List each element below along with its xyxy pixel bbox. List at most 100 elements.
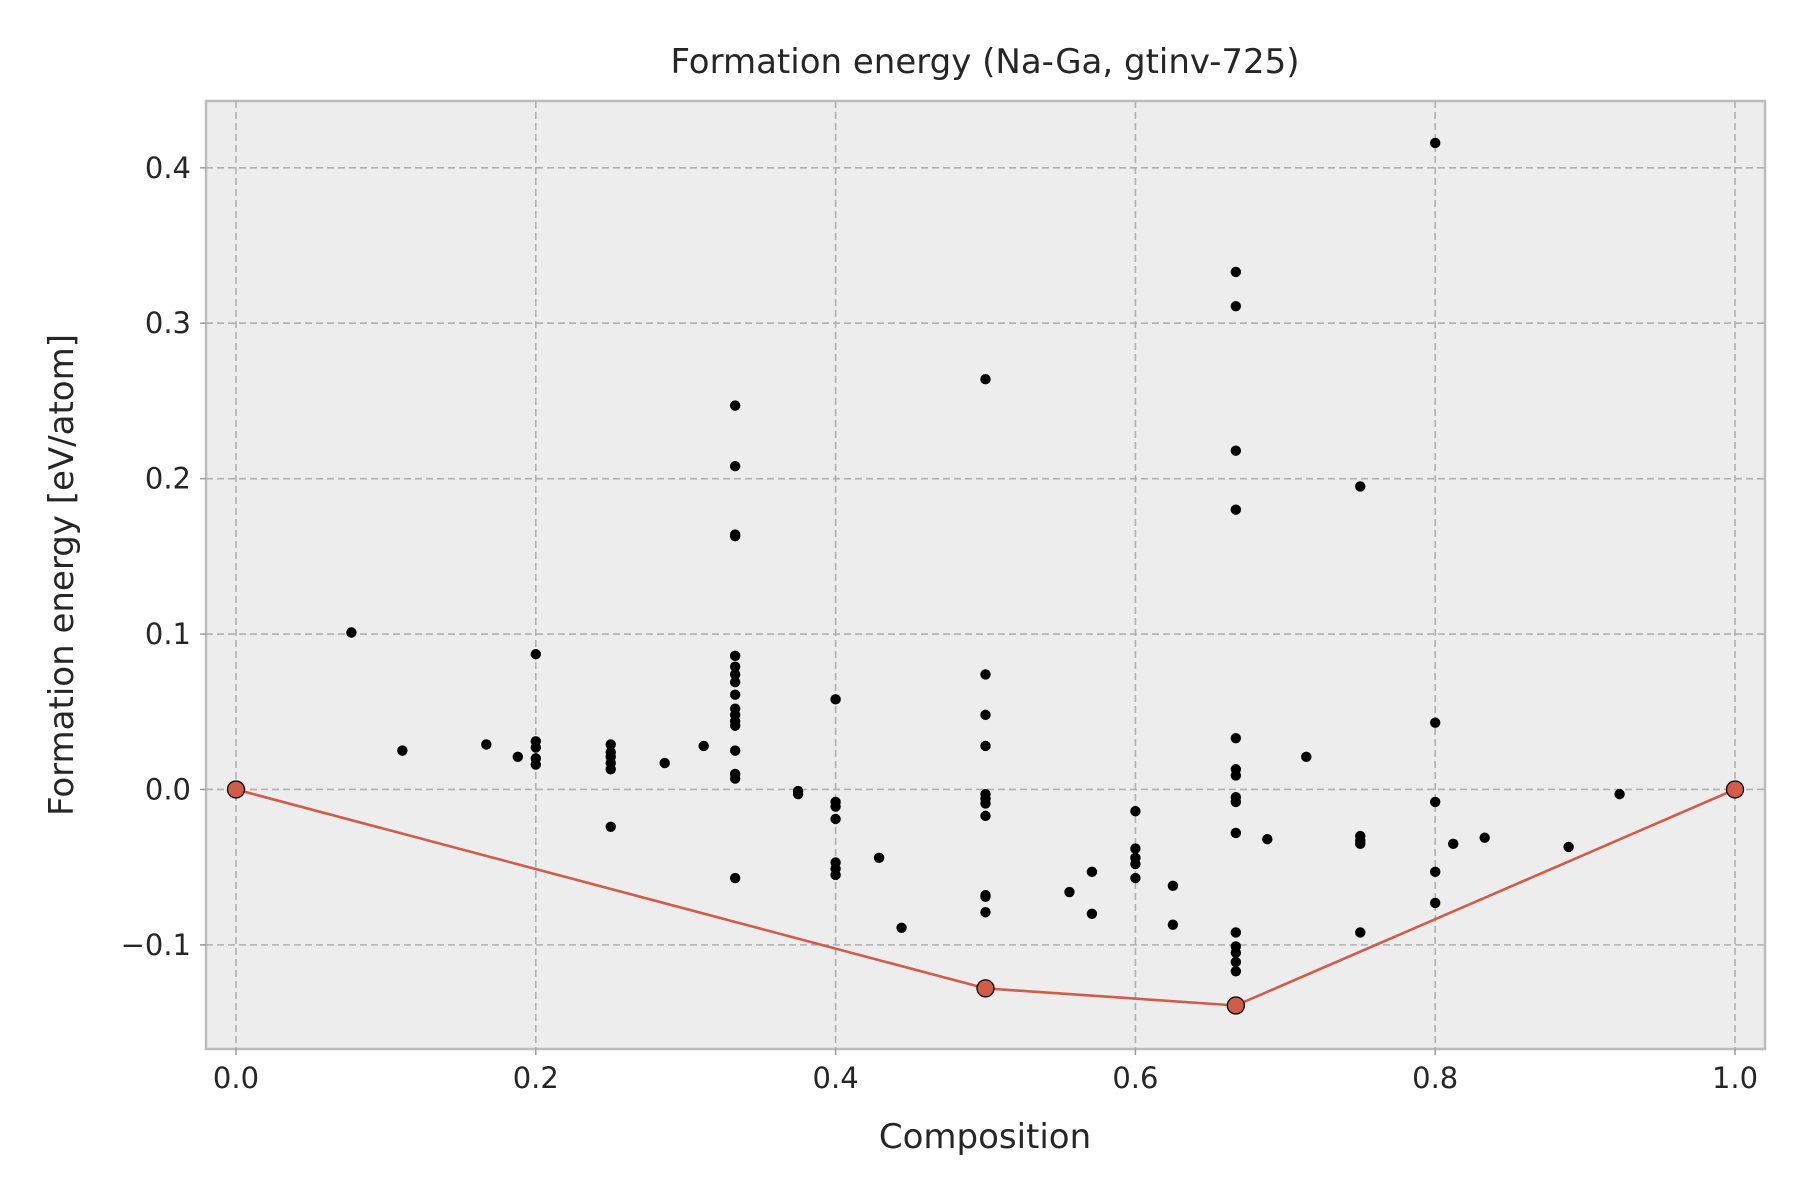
data-point xyxy=(980,669,991,680)
scatter-series xyxy=(346,137,1625,977)
data-point xyxy=(1430,897,1441,909)
data-point xyxy=(1230,770,1242,781)
data-point xyxy=(1230,732,1242,744)
plot-area xyxy=(204,99,1767,1051)
data-point xyxy=(980,798,991,809)
data-point xyxy=(1086,908,1098,919)
data-point xyxy=(512,751,523,763)
data-point xyxy=(729,677,741,688)
data-point xyxy=(1479,832,1490,843)
data-point xyxy=(1230,956,1242,968)
data-point xyxy=(1130,843,1141,854)
y-axis-label: Formation energy [eV/atom] xyxy=(42,334,82,816)
y-tick-label: −0.1 xyxy=(121,928,191,962)
y-axis-ticks: −0.1 0.0 0.1 0.2 0.3 0.4 xyxy=(121,151,206,962)
y-tick-label: 0.1 xyxy=(145,617,191,651)
data-point xyxy=(729,661,741,672)
data-point xyxy=(1230,445,1242,456)
data-point xyxy=(1355,481,1366,492)
data-point xyxy=(1614,788,1625,800)
data-point xyxy=(729,689,741,700)
data-point xyxy=(729,650,741,662)
x-tick-label: 0.0 xyxy=(213,1061,259,1095)
data-point xyxy=(1230,796,1242,808)
data-point xyxy=(1230,504,1242,515)
grid-lines xyxy=(206,101,1765,1049)
data-point xyxy=(830,813,841,825)
data-point xyxy=(729,745,741,756)
data-point xyxy=(1563,841,1574,853)
data-point xyxy=(729,773,741,784)
data-point xyxy=(1430,137,1441,149)
data-point xyxy=(1130,806,1141,817)
data-point xyxy=(1086,866,1098,878)
hull-line xyxy=(235,788,1736,1007)
data-point xyxy=(1230,266,1242,278)
hull-point xyxy=(226,780,246,799)
data-point xyxy=(1230,927,1242,938)
data-point xyxy=(1064,886,1075,898)
data-point xyxy=(346,627,357,638)
data-point xyxy=(980,907,991,918)
data-point xyxy=(530,759,541,770)
data-point xyxy=(980,740,991,752)
data-point xyxy=(1355,838,1366,850)
x-axis-ticks: 0.0 0.2 0.4 0.6 0.8 1.0 xyxy=(213,1049,1758,1095)
data-point xyxy=(698,740,709,752)
x-tick-label: 0.6 xyxy=(1112,1061,1158,1095)
y-tick-label: 0.3 xyxy=(145,306,191,340)
data-point xyxy=(1448,838,1459,850)
data-point xyxy=(980,891,991,902)
x-tick-label: 0.2 xyxy=(513,1061,559,1095)
data-point xyxy=(1130,858,1141,870)
data-point xyxy=(830,801,841,812)
data-point xyxy=(729,872,741,884)
data-point xyxy=(530,649,541,660)
hull-point xyxy=(976,979,995,998)
hull-points xyxy=(226,780,1745,1015)
data-point xyxy=(980,709,991,721)
data-point xyxy=(980,810,991,822)
data-point xyxy=(830,694,841,705)
hull-point xyxy=(1725,780,1745,799)
data-point xyxy=(1230,947,1242,958)
data-point xyxy=(1167,880,1179,892)
y-tick-label: 0.4 xyxy=(145,151,191,185)
data-point xyxy=(481,739,492,750)
y-tick-label: 0.2 xyxy=(145,462,191,496)
data-point xyxy=(1301,751,1312,763)
data-point xyxy=(729,400,741,411)
data-point xyxy=(1430,866,1441,878)
data-point xyxy=(1355,927,1366,938)
data-point xyxy=(792,788,804,800)
data-point xyxy=(1430,717,1441,728)
convex-hull-series xyxy=(235,788,1736,1007)
data-point xyxy=(1230,300,1242,312)
data-point xyxy=(397,745,408,756)
chart-title: Formation energy (Na-Ga, gtinv-725) xyxy=(670,42,1299,82)
data-point xyxy=(605,821,616,832)
data-point xyxy=(830,869,841,881)
x-axis-label: Composition xyxy=(879,1117,1091,1157)
data-point xyxy=(659,757,670,769)
hull-point xyxy=(1226,996,1245,1015)
x-tick-label: 0.4 xyxy=(813,1061,859,1095)
data-point xyxy=(1167,919,1179,930)
data-point xyxy=(1130,872,1141,884)
x-tick-label: 0.8 xyxy=(1412,1061,1458,1095)
data-point xyxy=(729,720,741,731)
data-point xyxy=(605,764,616,775)
data-point xyxy=(530,742,541,753)
y-tick-label: 0.0 xyxy=(145,772,191,806)
data-point xyxy=(1230,827,1242,839)
data-point xyxy=(729,461,741,472)
data-point xyxy=(1262,833,1273,845)
data-point xyxy=(1230,966,1242,977)
data-point xyxy=(980,373,991,385)
data-point xyxy=(1430,796,1441,808)
data-point xyxy=(896,922,907,933)
data-point xyxy=(729,669,741,680)
x-tick-label: 1.0 xyxy=(1712,1061,1758,1095)
data-point xyxy=(605,739,616,750)
